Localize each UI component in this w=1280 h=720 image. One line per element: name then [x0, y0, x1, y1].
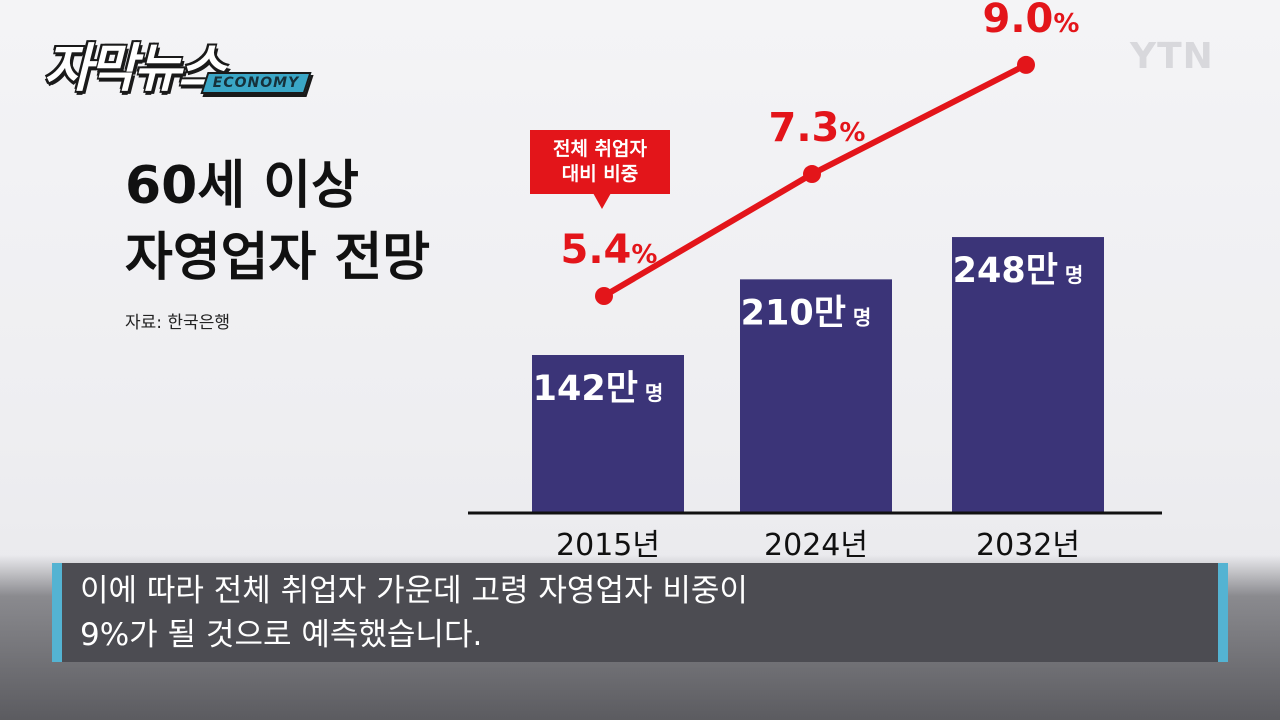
program-logo: 자막뉴스 ECONOMY	[38, 38, 328, 108]
bar-value-label: 248만 명	[953, 251, 1084, 291]
line-point	[803, 165, 821, 184]
logo-title: 자막뉴스	[44, 39, 226, 99]
callout-pointer	[593, 193, 611, 209]
chart-title-line-2: 자영업자 전망	[125, 228, 431, 288]
bar-value-label: 210만 명	[741, 293, 872, 333]
bar-value-label: 142만 명	[533, 369, 664, 409]
line-point	[595, 287, 613, 305]
caption-line-2: 9%가 될 것으로 예측했습니다.	[80, 617, 483, 653]
bar-2032년	[952, 237, 1104, 513]
caption-box: 이에 따라 전체 취업자 가운데 고령 자영업자 비중이 9%가 될 것으로 예…	[52, 563, 1228, 662]
callout-line-1: 전체 취업자	[552, 138, 647, 160]
line-value-label: 9.0%	[983, 0, 1080, 42]
source-note: 자료: 한국은행	[125, 313, 230, 333]
line-point	[1017, 55, 1035, 74]
line-value-label: 7.3%	[769, 105, 866, 151]
channel-watermark: YTN	[1130, 36, 1214, 77]
line-value-label: 5.4%	[561, 227, 658, 273]
series-callout: 전체 취업자 대비 비중	[530, 130, 670, 194]
callout-line-2: 대비 비중	[561, 163, 639, 185]
chart-title-line-1: 60세 이상	[125, 156, 359, 216]
bar-2024년	[740, 279, 892, 513]
caption-line-1: 이에 따라 전체 취업자 가운데 고령 자영업자 비중이	[80, 573, 748, 609]
bar-2015년	[532, 355, 684, 513]
chart-title: 60세 이상 자영업자 전망	[125, 150, 430, 294]
